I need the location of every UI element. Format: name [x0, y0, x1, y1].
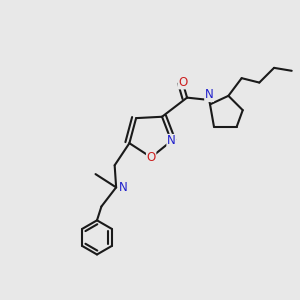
- Text: O: O: [146, 151, 156, 164]
- Text: N: N: [167, 134, 176, 148]
- Text: N: N: [205, 88, 214, 101]
- Text: N: N: [119, 181, 128, 194]
- Text: O: O: [178, 76, 187, 89]
